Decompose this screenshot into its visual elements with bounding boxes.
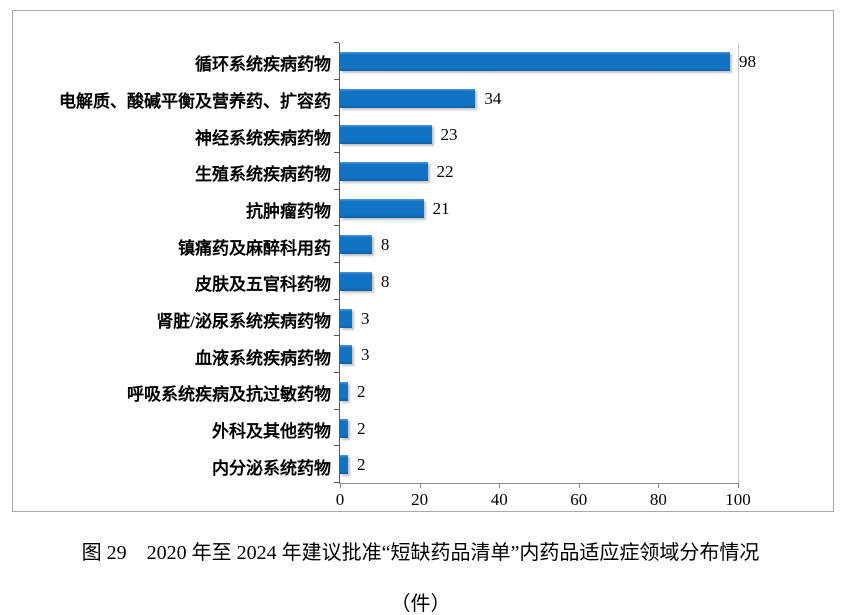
bar-7 [340,308,352,328]
bar-11 [340,455,348,475]
x-axis-tick-label-0: 0 [335,490,345,509]
bar-5 [340,235,372,255]
category-label-10: 外科及其他药物 [212,422,331,441]
bar-4 [340,198,424,218]
category-axis-tick [333,78,339,80]
category-axis-tick [333,42,339,43]
value-label-1: 34 [484,88,502,108]
category-axis-tick [333,115,339,117]
bar-2 [340,125,432,145]
x-axis-tick-label-2: 40 [490,490,508,509]
category-axis-tick [333,152,339,153]
value-label-6: 8 [380,271,390,291]
x-axis-tick [578,483,580,488]
category-label-6: 皮肤及五官科药物 [195,275,331,295]
bar-chart: 98 34 23 22 21 8 8 3 3 2 2 2 0 20 40 60 80 100 循环系统疾病药物 电解… [12,10,834,512]
category-axis-tick [333,225,339,227]
value-label-9: 2 [356,381,366,401]
bar-3 [340,161,428,181]
category-axis-tick [333,262,339,263]
category-axis-tick [333,188,339,190]
value-label-10: 2 [356,418,366,438]
figure-caption-line2: （件） [390,593,451,615]
figure-caption-line1: 图 29 2020 年至 2024 年建议批准“短缺药品清单”内药品适应症领域分… [81,542,760,564]
x-axis-tick-label-1: 20 [411,490,429,509]
category-label-3: 生殖系统疾病药物 [195,165,331,185]
bar-9 [340,381,348,401]
value-label-4: 21 [432,198,450,218]
category-axis-tick [333,482,339,483]
bar-6 [340,271,372,291]
bar-10 [340,418,348,438]
value-label-5: 8 [380,235,390,255]
value-label-8: 3 [360,345,370,365]
category-label-9: 呼吸系统疾病及抗过敏药物 [127,385,331,405]
x-axis-tick [658,483,660,488]
value-label-11: 2 [356,455,366,475]
x-axis-tick-label-5: 100 [725,490,751,509]
plot-area: 98 34 23 22 21 8 8 3 3 2 2 2 0 20 40 60 80 100 [333,42,756,509]
figure-caption: 图 29 2020 年至 2024 年建议批准“短缺药品清单”内药品适应症领域分… [0,536,841,615]
bar-0 [340,51,731,71]
x-axis-tick-label-4: 80 [649,490,667,509]
category-label-1: 电解质、酸碱平衡及营养药、扩容药 [59,92,331,111]
category-axis-tick [333,445,339,447]
bar-8 [340,345,352,365]
value-label-3: 22 [436,161,454,181]
x-axis-tick [419,483,421,488]
value-label-2: 23 [440,125,458,145]
category-label-0: 循环系统疾病药物 [195,55,331,75]
category-axis-tick [333,372,339,373]
x-axis-tick [738,483,739,488]
category-axis-tick [333,298,339,300]
category-label-4: 抗肿瘤药物 [246,202,331,221]
category-label-11: 内分泌系统药物 [212,458,331,478]
value-label-0: 98 [739,51,757,71]
category-axis-tick [333,335,339,337]
bar-1 [340,88,476,108]
category-axis-tick [333,408,339,410]
x-axis-tick [499,483,501,488]
category-label-7: 肾脏/泌尿系统疾病药物 [156,312,331,331]
x-axis-tick-label-3: 60 [570,490,588,509]
category-label-8: 血液系统疾病药物 [195,348,331,368]
category-label-2: 神经系统疾病药物 [195,128,331,148]
x-axis-tick [340,483,341,488]
category-label-5: 镇痛药及麻醉科用药 [178,238,331,258]
value-label-7: 3 [360,308,370,328]
